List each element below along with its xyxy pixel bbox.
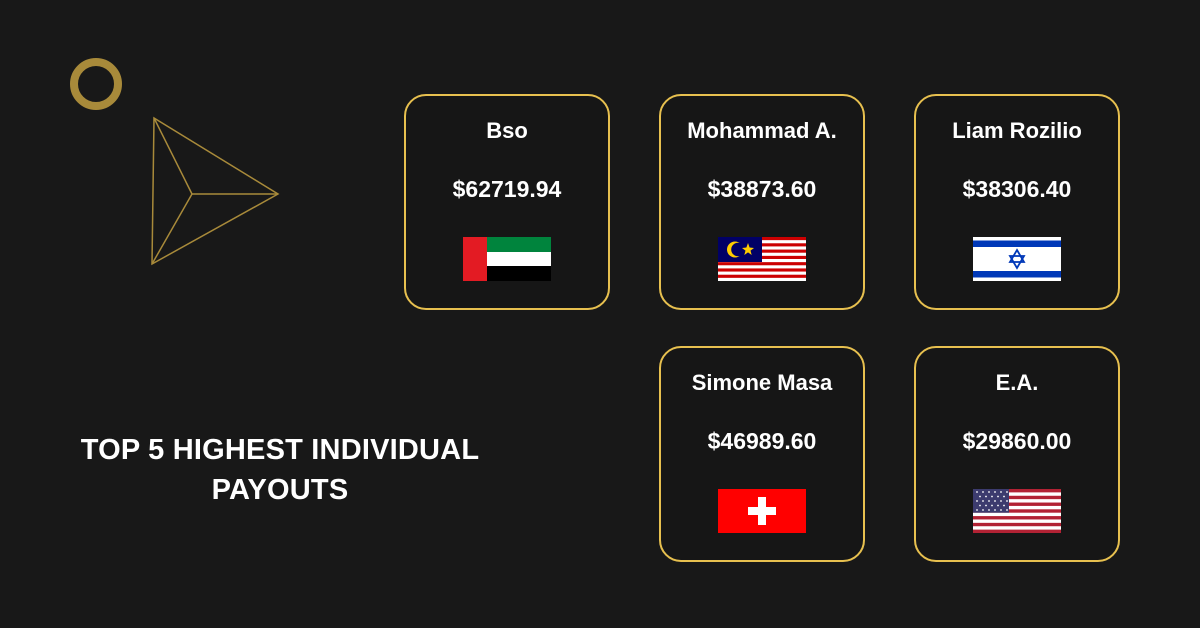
payout-name: E.A. [995,370,1039,395]
payout-card: Mohammad A. $38873.60 [659,94,865,310]
payout-amount: $38873.60 [707,176,817,202]
payout-card: Liam Rozilio $38306.40 [914,94,1120,310]
payout-name: Simone Masa [691,370,833,395]
payout-amount: $46989.60 [707,428,817,454]
payout-amount: $29860.00 [962,428,1072,454]
switzerland-flag-icon [718,489,806,533]
payout-card: Bso $62719.94 [404,94,610,310]
payout-amount: $62719.94 [452,176,562,202]
headline: TOP 5 HIGHEST INDIVIDUAL PAYOUTS [40,430,520,510]
ring-decoration-icon [70,58,122,110]
uae-flag-icon [463,237,551,281]
payout-name: Mohammad A. [687,118,837,143]
triangle-decoration-icon [151,116,280,266]
israel-flag-icon [973,237,1061,281]
payout-name: Liam Rozilio [952,118,1082,143]
headline-line-2: PAYOUTS [211,474,349,506]
malaysia-flag-icon [718,237,806,281]
usa-flag-icon [973,489,1061,533]
payout-card: E.A. $29860.00 [914,346,1120,562]
payout-amount: $38306.40 [962,176,1072,202]
payout-card: Simone Masa $46989.60 [659,346,865,562]
payout-name: Bso [486,118,528,143]
headline-line-1: TOP 5 HIGHEST INDIVIDUAL [80,434,480,466]
